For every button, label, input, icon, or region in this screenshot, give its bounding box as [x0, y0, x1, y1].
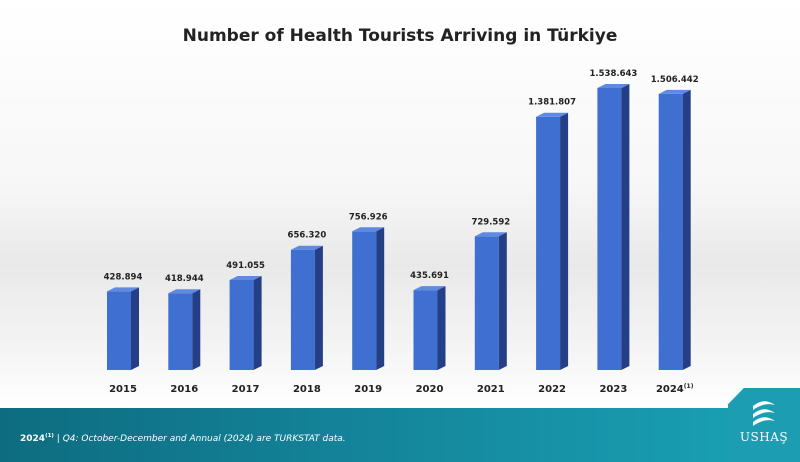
data-label: 428.894 [104, 272, 143, 282]
bar-top [168, 289, 201, 294]
footer-bar: 2024(1) | Q4: October-December and Annua… [0, 408, 800, 462]
bar-side [621, 84, 630, 370]
x-tick-label: 2020 [416, 384, 444, 395]
x-tick-label: 2015 [109, 384, 137, 395]
bar-top [290, 245, 323, 250]
chart-title: Number of Health Tourists Arriving in Tü… [182, 26, 618, 46]
bar [474, 236, 499, 370]
bar-side [498, 232, 507, 370]
x-tick-label: 2016 [170, 384, 198, 395]
bar [168, 293, 193, 370]
bar [290, 249, 315, 370]
data-label: 418.944 [165, 274, 204, 284]
bar-side [376, 227, 385, 370]
footnote-text: | Q4: October-December and Annual (2024)… [56, 434, 346, 444]
bar-top [474, 232, 507, 237]
data-label: 1.506.442 [651, 75, 699, 85]
bar [107, 291, 131, 370]
bar-chart: 428.894 2015 418.944 2016 491.055 2017 656.320… [104, 69, 699, 395]
data-label: 1.381.807 [528, 98, 576, 108]
bar-top [107, 287, 139, 292]
bar-side [131, 287, 139, 370]
x-tick-label: 2023 [599, 384, 627, 395]
bar [413, 290, 438, 370]
data-label: 435.691 [410, 271, 449, 281]
data-label: 1.538.643 [589, 69, 637, 79]
bar-top [413, 286, 446, 291]
bar-side [437, 286, 446, 370]
x-tick-label: 2019 [354, 384, 382, 395]
x-tick-label: 2018 [293, 384, 321, 395]
bar-top [229, 276, 262, 281]
x-tick-label: 2017 [232, 384, 260, 395]
brand-badge: USHAŞ [728, 388, 800, 462]
brand-name: USHAŞ [739, 430, 789, 444]
bar [536, 116, 561, 370]
data-label: 491.055 [226, 261, 265, 271]
bar-side [253, 276, 262, 370]
footnote-year: 2024(1) [20, 433, 54, 444]
bar [352, 231, 377, 370]
bar-top [352, 227, 385, 232]
x-tick-label: 2022 [538, 384, 566, 395]
data-label: 729.592 [471, 217, 510, 227]
bar-top [597, 84, 630, 88]
x-tick-label: 2024(1) [656, 383, 694, 395]
x-tick-label: 2021 [477, 384, 505, 395]
bar [597, 88, 622, 370]
footnote: 2024(1) | Q4: October-December and Annua… [20, 433, 346, 444]
bar-side [192, 289, 201, 370]
ushas-logo-icon [753, 401, 775, 426]
bar-top [658, 89, 691, 94]
bar-side [560, 112, 569, 370]
data-label: 656.320 [288, 231, 327, 241]
bar-top [536, 112, 569, 117]
bar [658, 93, 683, 371]
bar-side [314, 245, 323, 370]
bar [229, 280, 254, 370]
data-label: 756.926 [349, 212, 388, 222]
bar-side [682, 89, 691, 371]
